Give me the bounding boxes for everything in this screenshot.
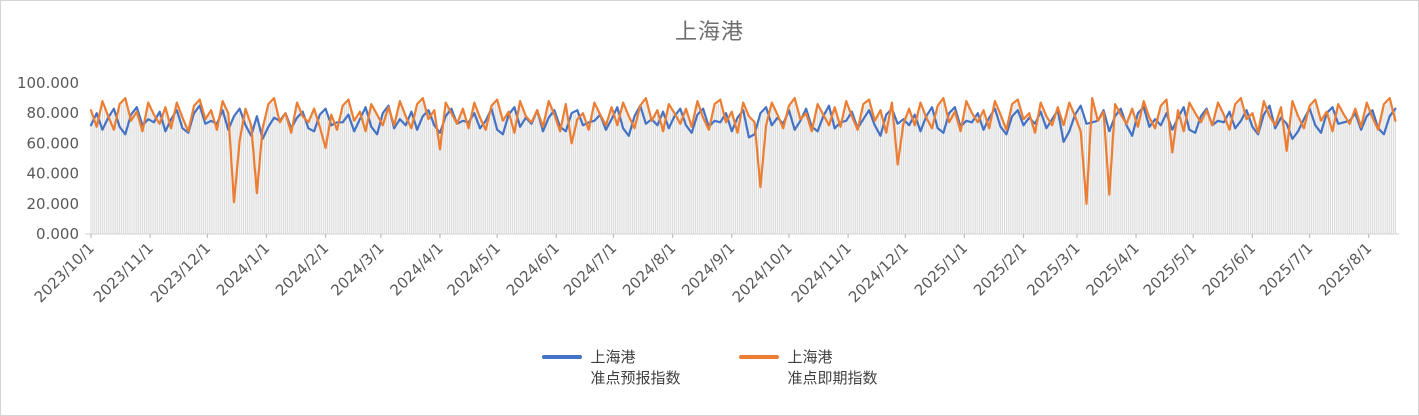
chart-title: 上海港 [674, 20, 744, 45]
legend-label-forecast-line2: 准点预报指数 [590, 369, 681, 387]
legend-item-forecast: 上海港 准点预报指数 [541, 347, 681, 389]
x-axis-tick-label: 2023/12/1 [147, 239, 214, 306]
legend-label-spot-line1: 上海港 [787, 348, 833, 366]
x-axis-tick-label: 2024/6/1 [503, 239, 563, 299]
legend-label-spot: 上海港 准点即期指数 [788, 347, 878, 389]
legend-item-spot: 上海港 准点即期指数 [738, 347, 878, 389]
x-axis-tick-label: 2023/10/1 [31, 239, 98, 306]
x-axis-tick-label: 2024/4/1 [386, 239, 446, 299]
x-axis-tick-label: 2023/11/1 [90, 239, 157, 306]
x-axis-tick-label: 2025/8/1 [1315, 239, 1375, 299]
y-axis-tick-label: 80.000 [27, 104, 80, 122]
legend-label-forecast-line1: 上海港 [590, 348, 636, 366]
x-axis-tick-label: 2024/5/1 [444, 239, 504, 299]
x-axis-tick-label: 2025/7/1 [1256, 239, 1316, 299]
x-axis-tick-label: 2025/2/1 [970, 239, 1030, 299]
x-axis-tick-label: 2024/12/1 [845, 239, 912, 306]
x-axis-tick-label: 2025/1/1 [911, 239, 971, 299]
y-axis-tick-label: 0.000 [36, 225, 79, 243]
x-axis-tick-label: 2024/8/1 [619, 239, 679, 299]
x-axis-tick-label: 2025/4/1 [1082, 239, 1142, 299]
x-axis-tick-label: 2024/10/1 [729, 239, 796, 306]
x-axis-tick-label: 2024/7/1 [560, 239, 620, 299]
x-axis-tick-label: 2024/2/1 [272, 239, 332, 299]
x-axis-tick-label: 2024/1/1 [213, 239, 273, 299]
y-axis-tick-label: 40.000 [27, 165, 80, 183]
y-axis-tick-label: 100.000 [17, 74, 79, 92]
x-axis-tick-label: 2024/9/1 [678, 239, 738, 299]
x-axis-tick-label: 2025/3/1 [1023, 239, 1083, 299]
x-axis-tick-label: 2024/11/1 [788, 239, 855, 306]
y-axis-tick-label: 20.000 [27, 195, 80, 213]
legend-swatch-spot-line-icon [738, 355, 779, 359]
x-axis-tick-label: 2025/6/1 [1199, 239, 1259, 299]
y-axis-tick-label: 60.000 [27, 134, 80, 152]
x-axis-tick-label: 2025/5/1 [1140, 239, 1200, 299]
chart-legend: 上海港 准点预报指数 上海港 准点即期指数 [541, 347, 878, 389]
legend-label-forecast: 上海港 准点预报指数 [590, 347, 680, 389]
x-axis-tick-label: 2024/3/1 [327, 239, 387, 299]
series-line-spot [89, 96, 1397, 205]
legend-label-spot-line2: 准点即期指数 [787, 369, 878, 387]
legend-swatch-forecast-line-icon [541, 355, 582, 359]
